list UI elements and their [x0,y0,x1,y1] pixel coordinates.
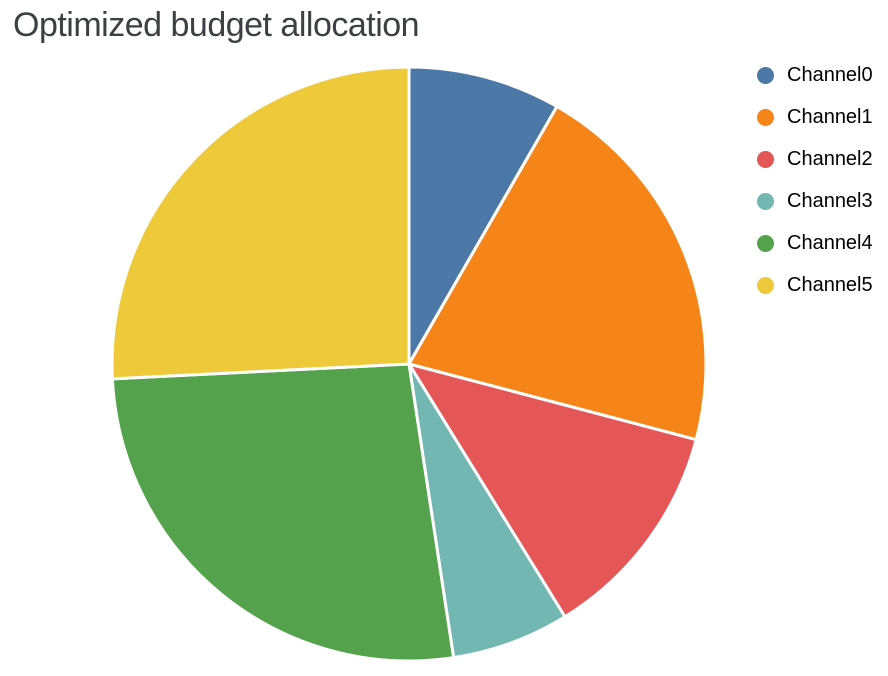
pie-slice-channel2 [407,362,698,619]
legend-label: Channel2 [787,148,873,170]
legend-label: Channel4 [787,232,873,254]
legend-marker-icon [757,276,774,294]
pie-slice-channel5 [110,65,411,381]
legend-label: Channel1 [787,106,873,128]
legend-item-channel2: Channel2 [757,146,873,172]
legend-marker-icon [757,66,774,84]
legend-label: Channel3 [787,190,873,212]
legend-item-channel5: Channel5 [757,272,873,298]
pie-slice-channel1 [407,104,708,442]
legend-marker-icon [757,108,774,126]
legend-marker-icon [757,234,774,252]
legend-marker-icon [757,150,774,168]
legend-marker-icon [757,192,774,210]
legend-item-channel0: Channel0 [757,62,873,88]
pie-slice-channel0 [407,65,559,366]
legend-label: Channel0 [787,64,873,86]
chart-title: Optimized budget allocation [13,6,420,44]
legend-label: Channel5 [787,274,873,296]
legend-item-channel1: Channel1 [757,104,873,130]
pie-slice-channel3 [407,362,567,660]
pie-slice-channel4 [110,362,456,663]
legend-item-channel3: Channel3 [757,188,873,214]
legend-item-channel4: Channel4 [757,230,873,256]
legend: Channel0 Channel1 Channel2 Channel3 Chan… [757,62,873,314]
